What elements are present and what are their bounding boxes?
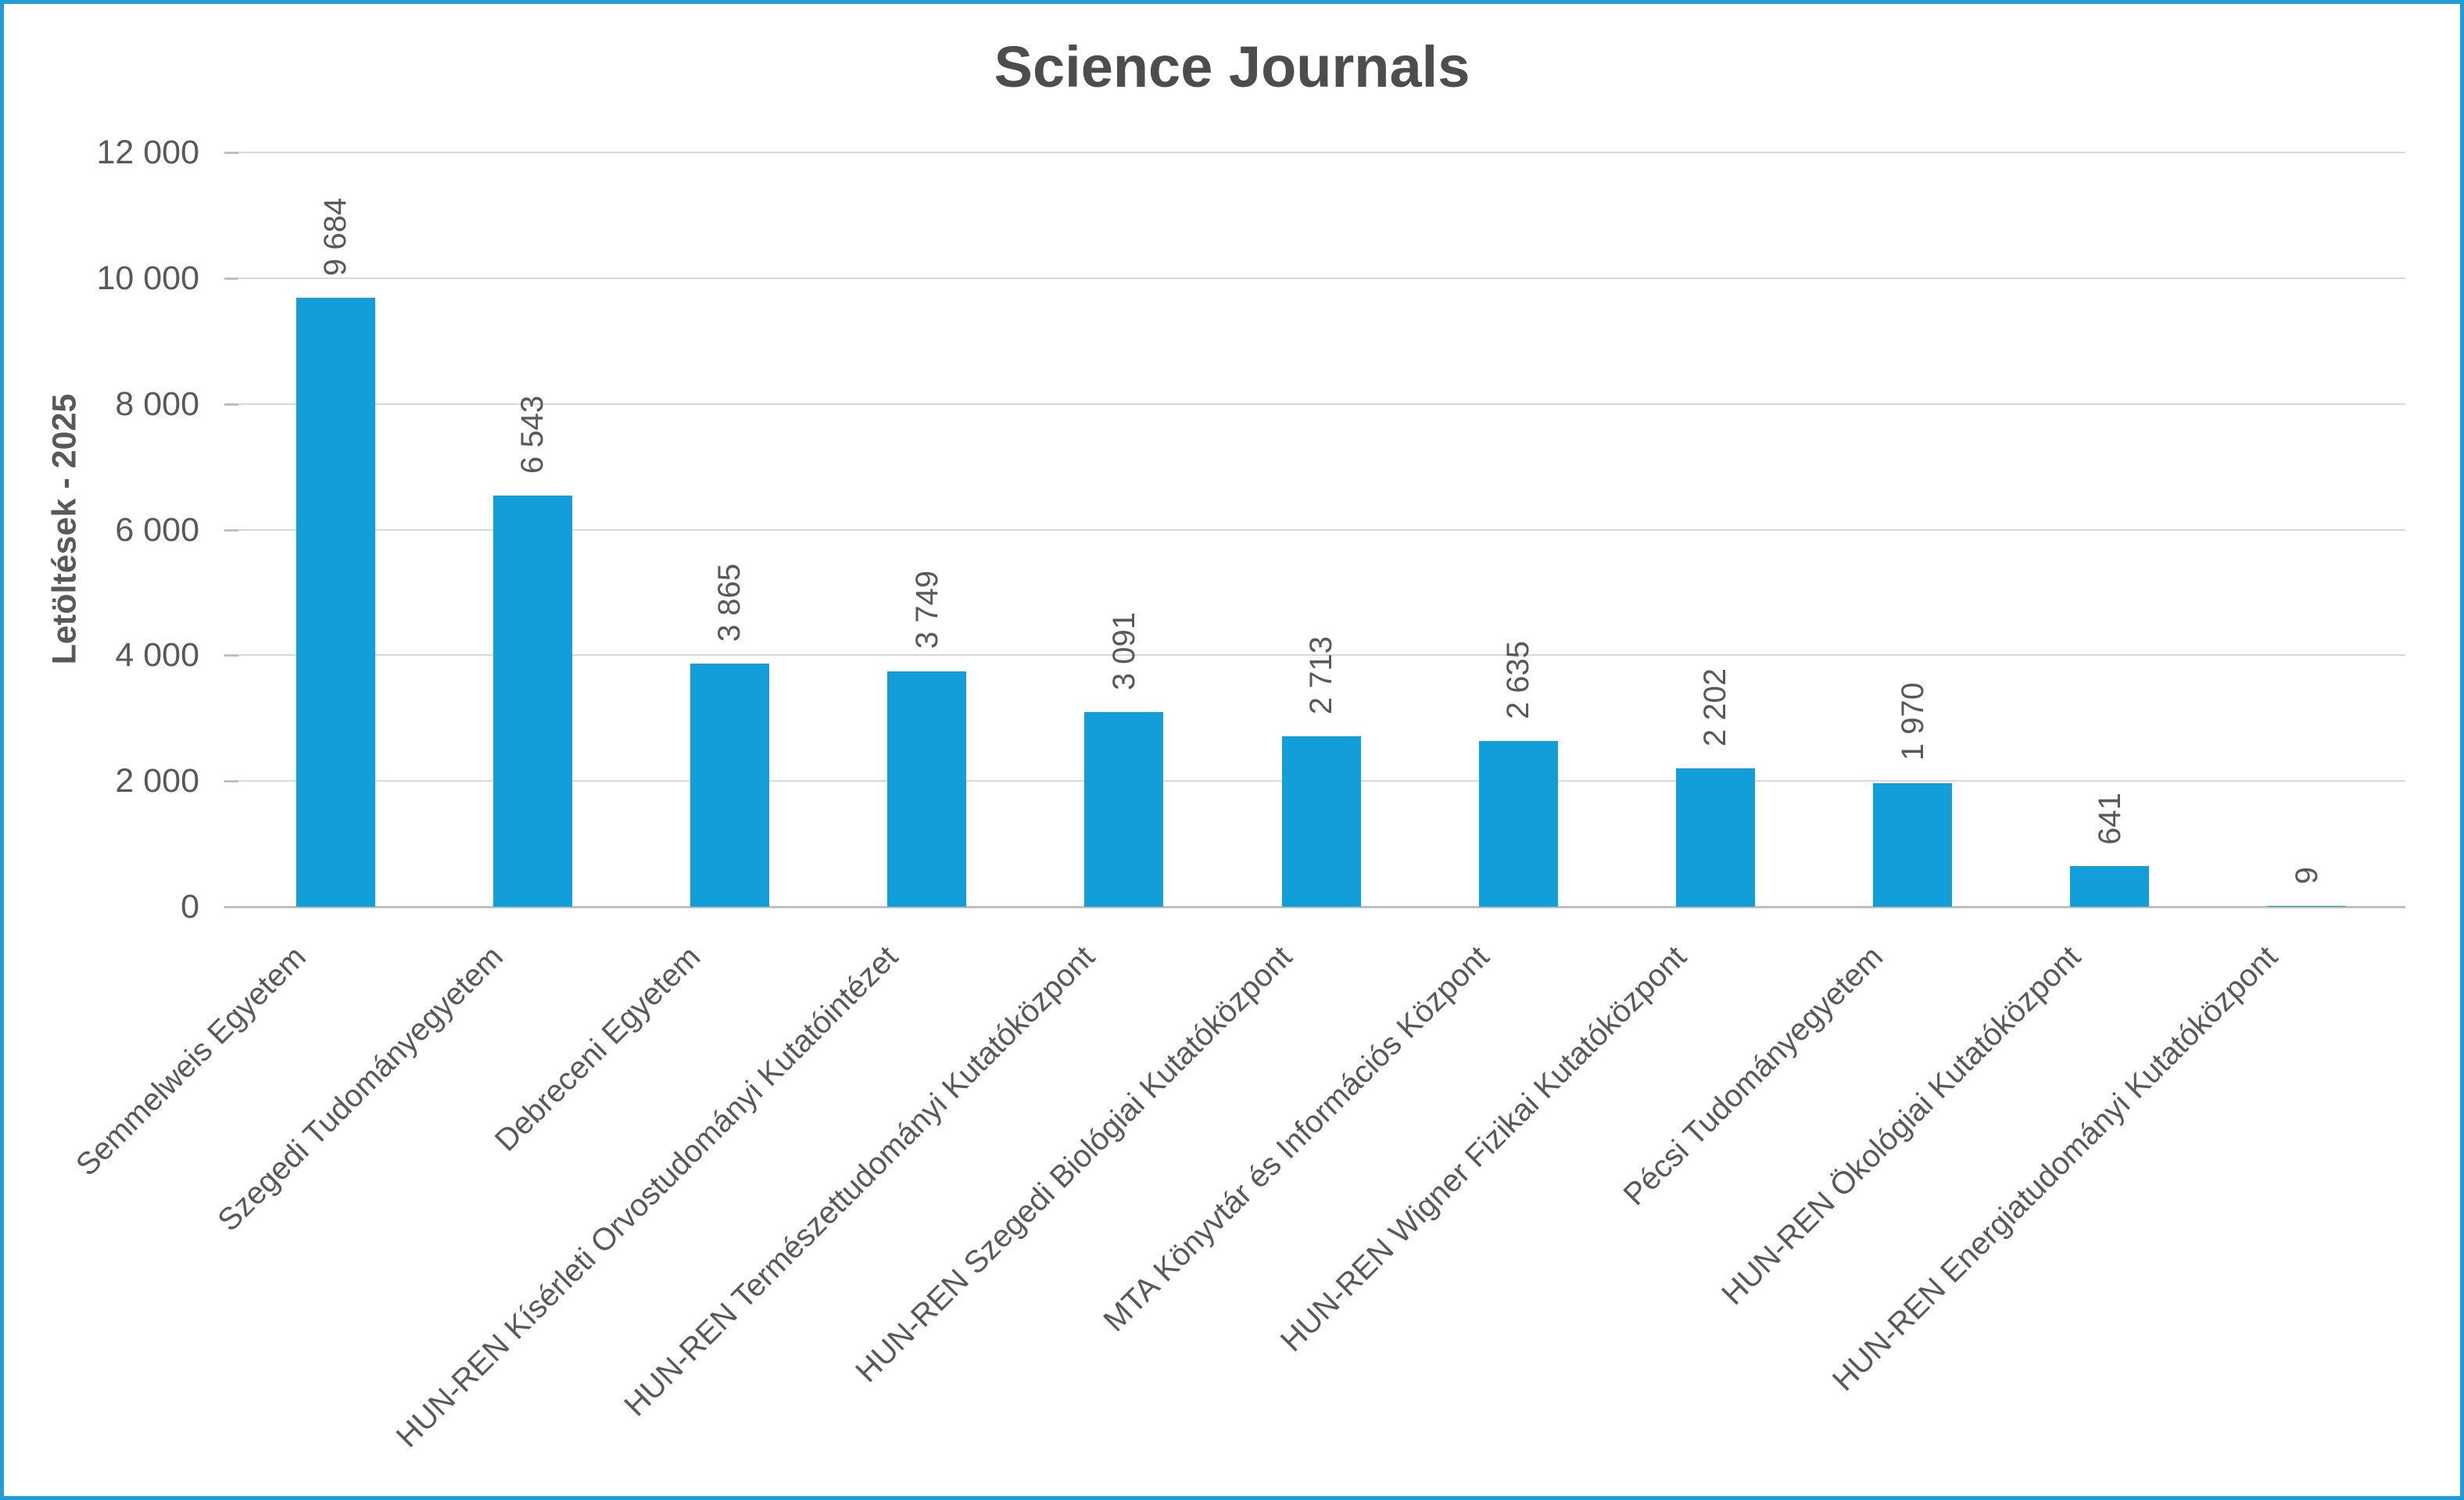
x-category-label: HUN-REN Ökológiai Kutatóközpont [1714,940,2087,1312]
x-category-label: HUN-REN Természettudományi Kutatóközpont [618,940,1101,1423]
bar [2070,866,2150,907]
y-tick-mark [224,152,238,154]
y-tick-mark [224,403,238,406]
y-tick-label: 4 000 [115,636,199,675]
bar-value-label: 3 749 [909,571,944,650]
bar-value-label: 3 091 [1106,612,1141,691]
y-tick-label: 2 000 [115,762,199,800]
y-tick-label: 0 [181,888,199,925]
bar-value-label: 6 543 [515,395,550,474]
bar-value-label: 3 865 [712,564,747,643]
x-category-label: MTA Könyvtár és Információs Központ [1097,940,1496,1339]
gridline [237,152,2405,153]
bar [1675,768,1755,907]
bar-value-label: 2 202 [1698,668,1733,746]
bar-value-label: 9 684 [318,198,353,277]
bar [1478,741,1558,907]
bar [492,495,572,907]
x-axis-line [237,906,2405,908]
chart-title: Science Journals [994,34,1470,99]
x-category-label: Semmelweis Egyetem [70,940,313,1183]
bar-value-label: 1 970 [1895,682,1930,761]
gridline [237,654,2405,657]
bar [1873,782,1953,907]
y-tick-label: 12 000 [96,134,199,171]
x-category-label: HUN-REN Wigner Fizikai Kutatóközpont [1273,940,1693,1359]
gridline [237,403,2405,405]
y-tick-label: 10 000 [96,259,199,297]
bar [689,664,769,907]
bar [1084,712,1164,907]
x-category-label: Debreceni Egyetem [489,940,707,1158]
bar [2267,906,2347,907]
y-tick-mark [224,780,238,783]
y-tick-mark [224,528,238,532]
x-category-label: HUN-REN Szegedi Biológiai Kutatóközpont [849,940,1299,1390]
y-tick-mark [224,654,238,657]
bar-value-label: 2 713 [1304,635,1338,714]
bar-value-label: 2 635 [1501,641,1536,720]
y-tick-label: 6 000 [115,510,199,549]
bar [1281,736,1361,907]
plot-area: 9 684 6 543 3 865 3 749 3 091 2 713 2 635 2 202… [237,152,2405,908]
gridline [237,277,2405,279]
y-tick-mark [224,277,238,280]
bar-value-label: 641 [2092,792,2127,845]
gridline [237,528,2405,531]
y-tick-mark [224,906,238,908]
bar-value-label: 9 [2289,866,2324,884]
y-tick-label: 8 000 [115,385,199,423]
x-category-label: HUN-REN Energiatudományi Kutatóközpont [1825,940,2285,1398]
bar [887,671,967,907]
bar [295,298,375,907]
